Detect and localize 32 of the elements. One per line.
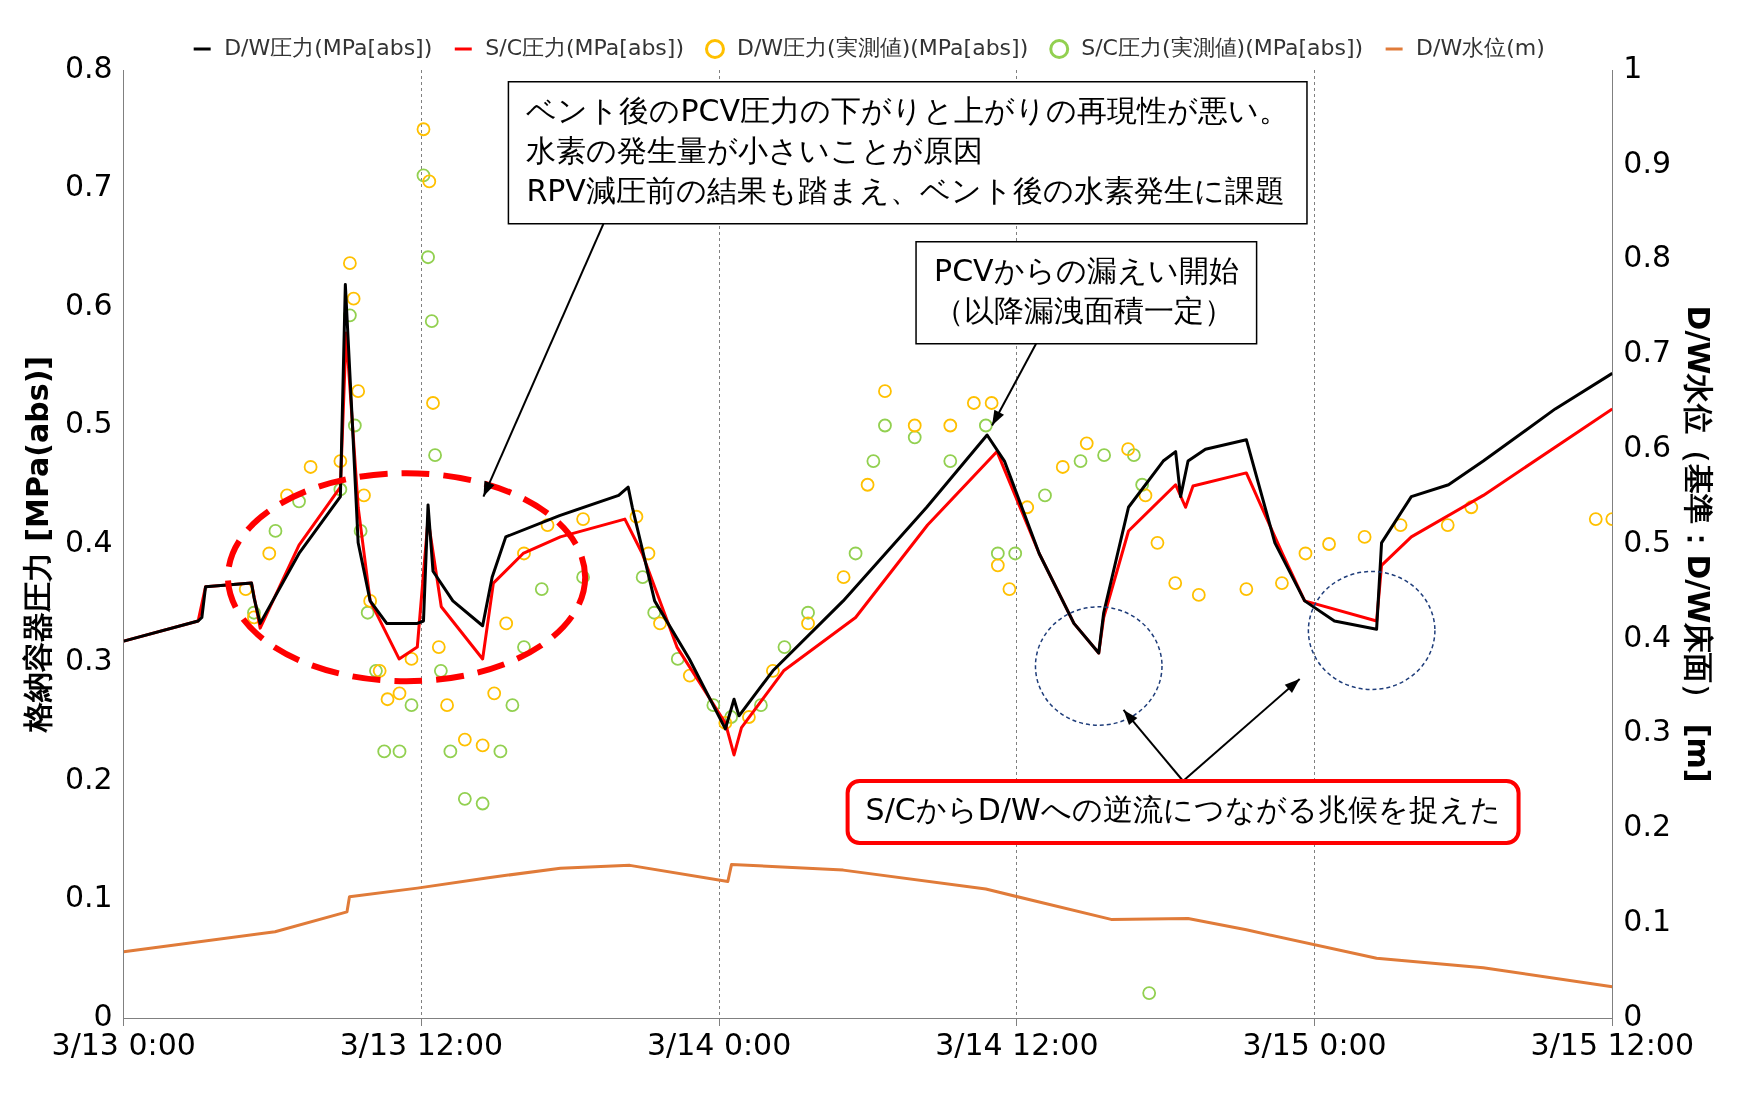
annotation: ベント後のPCV圧力の下がりと上がりの再現性が悪い。水素の発生量が小さいことが原因RPV減圧前の結果も踏まえ、ベント後の水素発生に課題 — [526, 92, 1289, 208]
x-tick-label: 3/15 0:00 — [1242, 1026, 1387, 1062]
y-tick-label: 0.1 — [64, 879, 113, 915]
y2-tick-label: 0.4 — [1623, 618, 1672, 654]
y-tick-label: 0.7 — [64, 168, 113, 204]
x-tick-label: 3/14 0:00 — [647, 1026, 792, 1062]
y2-axis-title: D/W水位（基準：D/W床面） [m] — [1681, 305, 1717, 783]
legend-label: D/W圧力(MPa[abs]) — [224, 34, 433, 60]
y2-tick-label: 0.7 — [1623, 334, 1672, 370]
legend-label: D/W水位(m) — [1416, 34, 1545, 60]
annotation: S/CからD/Wへの逆流につながる兆候を捉えた — [865, 791, 1501, 827]
y2-tick-label: 0.1 — [1623, 903, 1672, 938]
annotation: PCVからの漏えい開始（以降漏洩面積一定） — [934, 252, 1239, 328]
y-tick-label: 0.5 — [64, 405, 113, 441]
y2-tick-label: 0.9 — [1623, 144, 1672, 180]
y2-tick-label: 0.8 — [1623, 239, 1672, 275]
legend-label: S/C圧力(MPa[abs]) — [485, 34, 684, 60]
y2-tick-label: 0.6 — [1623, 429, 1672, 464]
legend-label: D/W圧力(実測値)(MPa[abs]) — [736, 34, 1029, 60]
x-tick-label: 3/13 12:00 — [339, 1026, 504, 1062]
x-tick-label: 3/14 12:00 — [935, 1026, 1099, 1062]
y2-tick-label: 0.5 — [1623, 523, 1672, 559]
y-tick-label: 0.4 — [64, 523, 113, 559]
y-tick-label: 0.6 — [64, 286, 113, 322]
y-tick-label: 0.3 — [64, 642, 113, 678]
y2-tick-label: 0.3 — [1623, 713, 1672, 749]
y-tick-label: 0.2 — [64, 760, 113, 796]
y-axis-title: 格納容器圧力 [MPa(abs)] — [19, 355, 55, 734]
y2-tick-label: 1 — [1623, 49, 1643, 85]
legend-label: S/C圧力(実測値)(MPa[abs]) — [1081, 34, 1364, 60]
y2-tick-label: 0.2 — [1623, 808, 1672, 844]
y-tick-label: 0.8 — [64, 49, 113, 85]
